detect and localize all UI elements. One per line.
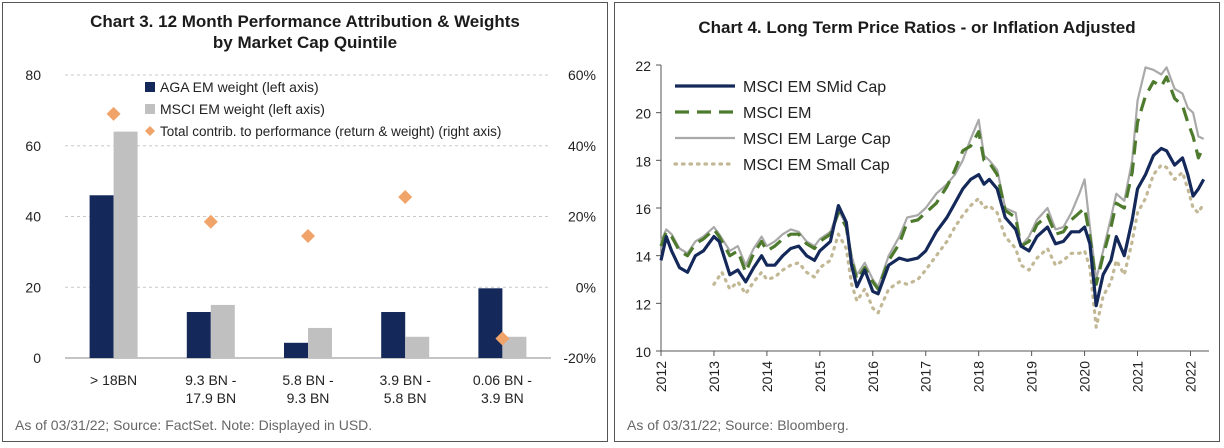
bar-msci-weight: [405, 336, 430, 358]
series-line: [659, 75, 1206, 291]
legend-label: MSCI EM Small Cap: [743, 157, 890, 174]
legend-swatch: [145, 82, 155, 92]
category-label: 9.3 BN: [287, 390, 330, 406]
category-label: 0.06 BN -: [473, 372, 532, 388]
x-axis-tick: 2017: [918, 361, 934, 392]
legend-swatch: [145, 126, 155, 136]
bar-aga-weight: [381, 312, 406, 358]
chart4-source: As of 03/31/22; Source: Bloomberg.: [627, 417, 849, 433]
y-axis-tick: 16: [635, 201, 651, 217]
left-axis-tick: 40: [25, 209, 41, 225]
x-axis-tick: 2014: [759, 361, 775, 392]
left-axis-tick: 20: [25, 279, 41, 295]
category-label: 3.9 BN: [481, 390, 524, 406]
x-axis-tick: 2020: [1077, 361, 1093, 392]
bar-msci-weight: [210, 304, 235, 358]
chart3-title-line2: by Market Cap Quintile: [212, 33, 398, 52]
contrib-diamond: [495, 331, 510, 346]
contrib-diamond: [106, 106, 121, 121]
y-axis-tick: 20: [635, 106, 651, 122]
left-axis-tick: 60: [25, 138, 41, 154]
chart3-title: Chart 3. 12 Month Performance Attributio…: [3, 11, 607, 53]
contrib-diamond: [398, 190, 413, 205]
x-axis-tick: 2012: [653, 361, 669, 392]
chart3-source: As of 03/31/22; Source: FactSet. Note: D…: [15, 417, 373, 433]
x-axis-tick: 2013: [706, 361, 722, 392]
bar-aga-weight: [186, 312, 211, 358]
left-axis-tick: 80: [25, 67, 41, 83]
legend-label: MSCI EM Large Cap: [743, 131, 891, 148]
bar-msci-weight: [502, 336, 527, 358]
y-axis-tick: 22: [635, 58, 651, 74]
legend-label: Total contrib. to performance (return & …: [160, 124, 501, 139]
legend-label: MSCI EM: [743, 105, 811, 122]
chart3-panel: Chart 3. 12 Month Performance Attributio…: [2, 2, 608, 442]
contrib-diamond: [301, 228, 315, 243]
chart4-panel: Chart 4. Long Term Price Ratios - or Inf…: [614, 2, 1220, 442]
category-label: 5.8 BN -: [282, 372, 334, 388]
series-line: [659, 146, 1206, 308]
chart4-title: Chart 4. Long Term Price Ratios - or Inf…: [698, 18, 1136, 37]
bar-aga-weight: [478, 288, 503, 358]
bar-msci-weight: [113, 131, 138, 358]
category-label: 3.9 BN -: [380, 372, 432, 388]
x-axis-tick: 2022: [1182, 361, 1198, 392]
bar-aga-weight: [284, 342, 308, 358]
category-label: > 18BN: [90, 372, 137, 388]
left-axis-tick: 0: [33, 350, 41, 366]
right-axis-tick: 20%: [568, 209, 596, 225]
bar-aga-weight: [89, 195, 114, 358]
y-axis-tick: 14: [635, 249, 651, 265]
right-axis-tick: 40%: [568, 138, 596, 154]
category-label: 5.8 BN: [384, 390, 427, 406]
legend-swatch: [145, 104, 155, 114]
x-axis-tick: 2015: [812, 361, 828, 392]
y-axis-tick: 12: [635, 296, 651, 312]
chart3-title-line1: Chart 3. 12 Month Performance Attributio…: [90, 12, 520, 31]
y-axis-tick: 10: [635, 344, 651, 360]
series-line: [712, 163, 1206, 329]
right-axis-tick: 60%: [568, 67, 596, 83]
legend-label: MSCI EM weight (left axis): [160, 101, 325, 117]
legend-label: MSCI EM SMid Cap: [743, 79, 886, 96]
category-label: 9.3 BN -: [185, 372, 237, 388]
x-axis-tick: 2021: [1130, 361, 1146, 392]
category-label: 17.9 BN: [186, 390, 237, 406]
right-axis-tick: 0%: [576, 279, 596, 295]
y-axis-tick: 18: [635, 153, 651, 169]
x-axis-tick: 2016: [865, 361, 881, 392]
chart3-plot: 0 20 40 60 80 -20% 0% 20% 40% 60% > 18BN 9.3 BN - 17…: [25, 67, 596, 406]
legend-label: AGA EM weight (left axis): [160, 79, 319, 95]
bar-msci-weight: [308, 327, 332, 358]
contrib-diamond: [203, 214, 218, 229]
x-axis-tick: 2019: [1024, 361, 1040, 392]
x-axis-tick: 2018: [971, 361, 987, 392]
right-axis-tick: -20%: [563, 350, 596, 366]
